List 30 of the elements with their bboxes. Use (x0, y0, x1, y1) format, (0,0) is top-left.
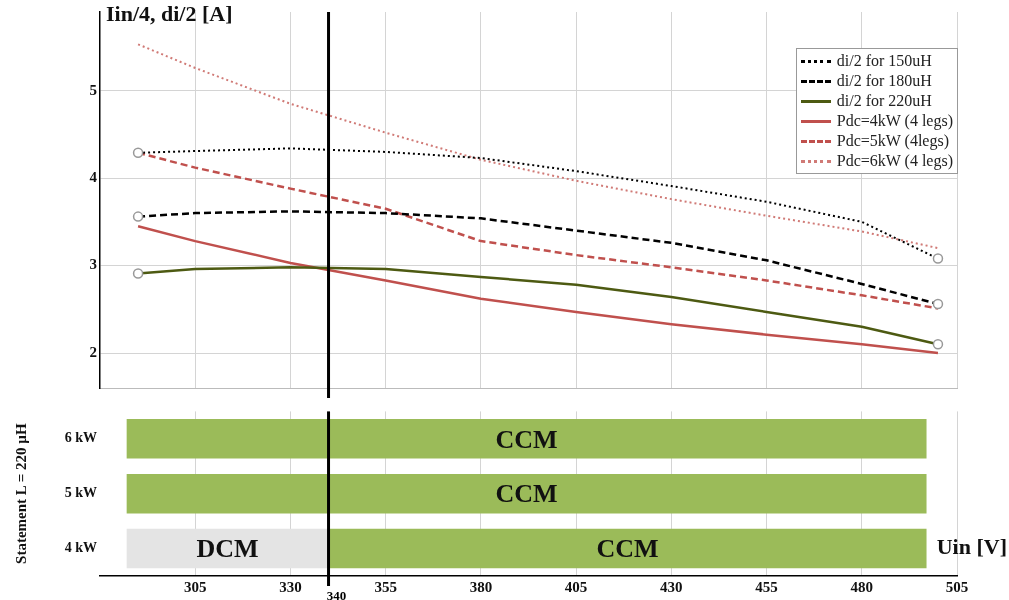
y-axis-title: Iin/4, di/2 [A] (106, 0, 233, 26)
legend-label: Pdc=5kW (4legs) (836, 131, 949, 151)
text: CCM (495, 424, 558, 454)
x-tick-label: 305 (183, 578, 207, 595)
y-tick-label: 3 (89, 256, 97, 273)
legend-label: di/2 for 220uH (836, 91, 932, 111)
x-tick-label: 505 (945, 578, 969, 595)
series-label: CCM (495, 479, 558, 509)
legend-label: di/2 for 150uH (836, 51, 932, 71)
x-tick-label: 330 (279, 578, 302, 595)
y-tick-label: 4 (89, 169, 98, 186)
y-tick-label: 6 kW (64, 430, 97, 446)
y-axis-title: Statement L = 220 µH (12, 423, 29, 564)
x-tick-label: 405 (564, 578, 588, 595)
x-tick-label: 455 (755, 578, 778, 595)
x-tick-label: 430 (660, 578, 683, 595)
x-tick-label: 480 (850, 578, 874, 595)
text: CCM (596, 534, 659, 564)
x-tick-label: 355 (374, 578, 397, 595)
legend-label: Pdc=4kW (4 legs) (836, 111, 953, 131)
y-tick-label: 5 (89, 81, 97, 98)
y-tick-label: 2 (89, 343, 97, 360)
series-label: DCM (196, 534, 259, 564)
legend-label: di/2 for 180uH (836, 71, 932, 91)
y-tick-label: 4 kW (64, 540, 97, 556)
legend-label: Pdc=6kW (4 legs) (836, 151, 953, 171)
y-tick-label: 5 kW (64, 485, 97, 501)
x-tick-label: 380 (469, 578, 493, 595)
x-axis-title: Uin [V] (936, 534, 1007, 560)
ref-line-label: 340 (326, 587, 347, 600)
